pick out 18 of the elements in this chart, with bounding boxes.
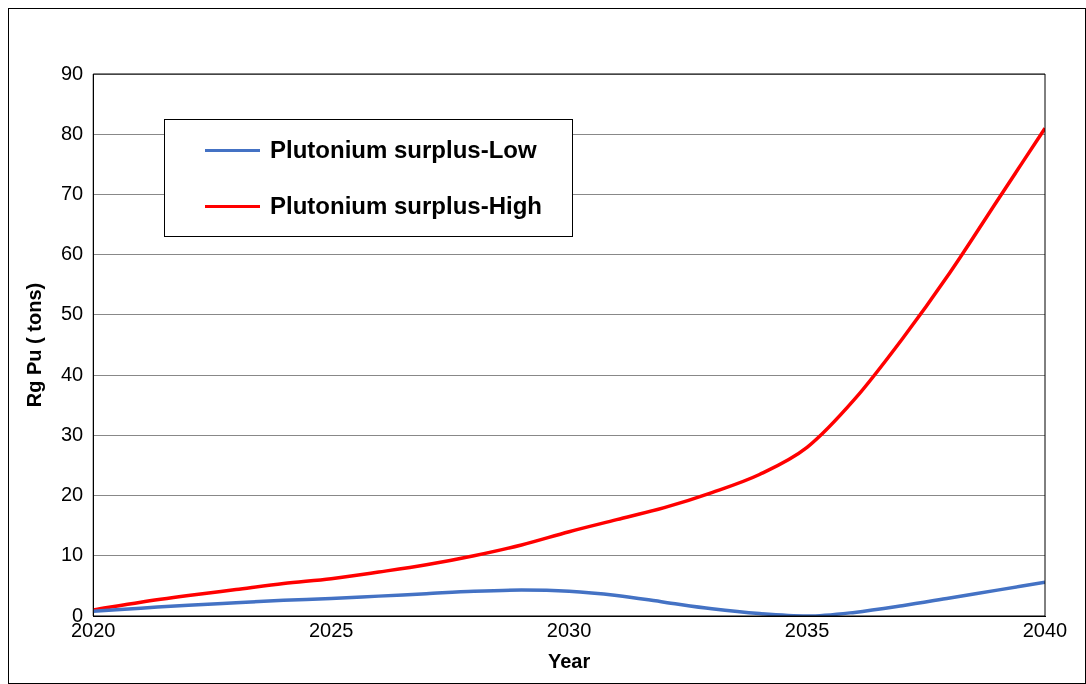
y-tick-label: 20 (61, 483, 84, 506)
legend-label: Plutonium surplus-Low (270, 136, 537, 164)
y-tick-label: 30 (61, 422, 84, 445)
x-axis-title: Year (547, 649, 591, 672)
y-tick-label: 40 (61, 362, 84, 385)
y-tick-label: 50 (61, 302, 84, 325)
y-tick-label: 80 (61, 121, 84, 144)
y-axis-title: Rg Pu ( tons) (22, 282, 45, 408)
x-tick-label: 2040 (1022, 618, 1068, 641)
y-tick-label: 90 (61, 61, 84, 84)
x-tick-label: 2025 (308, 618, 354, 641)
y-tick-label: 60 (61, 242, 84, 265)
x-tick-label: 2035 (784, 618, 830, 641)
line-series (93, 126, 1045, 612)
legend-label: Plutonium surplus-High (270, 192, 542, 220)
y-tick-label: 70 (61, 181, 84, 204)
y-tick-label: 10 (61, 543, 84, 566)
x-tick-label: 2030 (546, 618, 592, 641)
